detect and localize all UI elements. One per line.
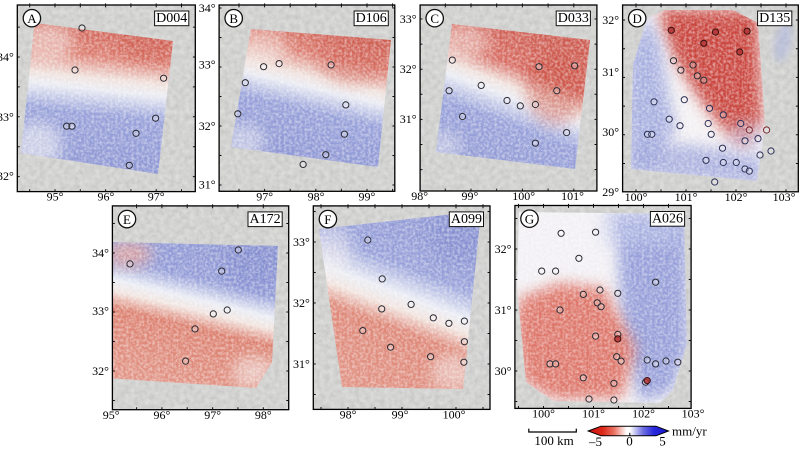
svg-text:0: 0 xyxy=(626,434,633,449)
svg-text:29°: 29° xyxy=(602,185,619,199)
svg-text:31°: 31° xyxy=(400,112,417,126)
svg-text:D106: D106 xyxy=(356,11,387,26)
svg-text:98°: 98° xyxy=(411,189,428,203)
svg-text:34°: 34° xyxy=(199,1,216,15)
svg-text:98°: 98° xyxy=(340,408,357,422)
svg-text:32°: 32° xyxy=(92,364,109,378)
svg-text:103°: 103° xyxy=(773,190,796,204)
svg-text:100°: 100° xyxy=(532,407,555,421)
svg-text:D135: D135 xyxy=(759,11,790,26)
svg-text:D004: D004 xyxy=(156,11,187,26)
svg-text:95°: 95° xyxy=(47,190,64,204)
svg-text:101°: 101° xyxy=(561,189,584,203)
svg-text:103°: 103° xyxy=(682,407,705,421)
svg-text:32°: 32° xyxy=(602,13,619,27)
svg-text:F: F xyxy=(324,212,331,227)
svg-text:96°: 96° xyxy=(153,408,170,422)
svg-text:33°: 33° xyxy=(0,110,14,124)
svg-text:31°: 31° xyxy=(602,65,619,79)
svg-text:34°: 34° xyxy=(92,246,109,260)
svg-text:B: B xyxy=(229,11,238,26)
svg-text:98°: 98° xyxy=(255,408,272,422)
svg-text:31°: 31° xyxy=(199,178,216,192)
svg-text:32°: 32° xyxy=(293,296,310,310)
svg-text:99°: 99° xyxy=(461,189,478,203)
svg-text:100 km: 100 km xyxy=(534,433,573,448)
svg-text:A: A xyxy=(27,11,37,26)
svg-text:mm/yr: mm/yr xyxy=(672,424,707,439)
svg-text:33°: 33° xyxy=(199,57,216,71)
svg-text:100°: 100° xyxy=(512,189,535,203)
svg-text:A172: A172 xyxy=(250,212,281,227)
svg-text:100°: 100° xyxy=(625,190,648,204)
svg-text:32°: 32° xyxy=(400,62,417,76)
svg-text:101°: 101° xyxy=(582,407,605,421)
svg-text:30°: 30° xyxy=(495,364,512,378)
svg-text:102°: 102° xyxy=(725,190,748,204)
svg-text:96°: 96° xyxy=(97,190,114,204)
svg-text:98°: 98° xyxy=(308,189,325,203)
svg-text:99°: 99° xyxy=(358,189,375,203)
svg-text:97°: 97° xyxy=(256,189,273,203)
svg-text:D033: D033 xyxy=(558,11,589,26)
svg-text:100°: 100° xyxy=(443,408,466,422)
svg-text:31°: 31° xyxy=(495,303,512,317)
svg-text:31°: 31° xyxy=(293,357,310,371)
svg-text:E: E xyxy=(123,212,131,227)
svg-text:32°: 32° xyxy=(495,242,512,256)
svg-text:32°: 32° xyxy=(199,119,216,133)
svg-text:C: C xyxy=(430,11,439,26)
svg-text:33°: 33° xyxy=(400,12,417,26)
svg-text:5: 5 xyxy=(659,434,666,449)
svg-text:33°: 33° xyxy=(293,235,310,249)
svg-text:G: G xyxy=(525,211,534,226)
svg-text:D: D xyxy=(633,11,642,26)
svg-text:A099: A099 xyxy=(451,212,482,227)
svg-text:–5: –5 xyxy=(588,434,602,449)
svg-text:95°: 95° xyxy=(103,408,120,422)
svg-text:101°: 101° xyxy=(675,190,698,204)
svg-text:97°: 97° xyxy=(204,408,221,422)
svg-text:97°: 97° xyxy=(148,190,165,204)
svg-text:32°: 32° xyxy=(0,169,14,183)
svg-text:30°: 30° xyxy=(602,125,619,139)
svg-text:33°: 33° xyxy=(92,304,109,318)
svg-text:A026: A026 xyxy=(652,212,683,227)
svg-text:99°: 99° xyxy=(392,408,409,422)
svg-text:34°: 34° xyxy=(0,50,14,64)
svg-text:102°: 102° xyxy=(632,407,655,421)
